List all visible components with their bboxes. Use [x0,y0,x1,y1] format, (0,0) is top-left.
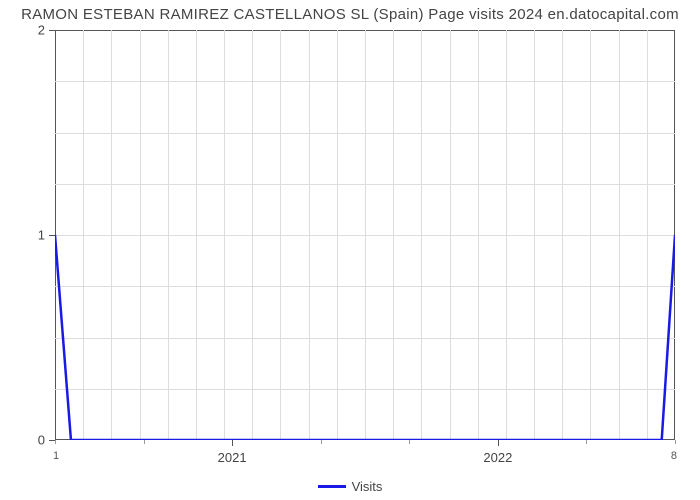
x-minor-tick [144,440,145,444]
x-tick-label: 2021 [218,450,247,465]
gridline-horizontal [55,235,675,236]
x-minor-tick [409,440,410,444]
legend-swatch [318,485,346,488]
y-tick-label: 2 [38,23,45,38]
gridline-horizontal [55,286,675,287]
x-minor-tick [55,440,56,444]
gridline-horizontal [55,81,675,82]
y-tick [49,235,55,236]
legend: Visits [0,478,700,494]
chart-title: RAMON ESTEBAN RAMIREZ CASTELLANOS SL (Sp… [0,6,700,23]
x-minor-tick [321,440,322,444]
gridline-horizontal [55,184,675,185]
y-tick [49,30,55,31]
x-tick-label: 2022 [483,450,512,465]
gridline-horizontal [55,338,675,339]
gridline-horizontal [55,389,675,390]
x-tick [232,440,233,446]
x-tick [498,440,499,446]
x-minor-tick [586,440,587,444]
x-corner-left: 1 [53,450,59,462]
y-tick-label: 0 [38,433,45,448]
gridline-horizontal [55,133,675,134]
plot-area: 012 20212022 1 8 [55,30,675,440]
x-corner-right: 8 [671,450,677,462]
x-minor-tick [675,440,676,444]
legend-label: Visits [352,479,383,494]
y-tick-label: 1 [38,228,45,243]
